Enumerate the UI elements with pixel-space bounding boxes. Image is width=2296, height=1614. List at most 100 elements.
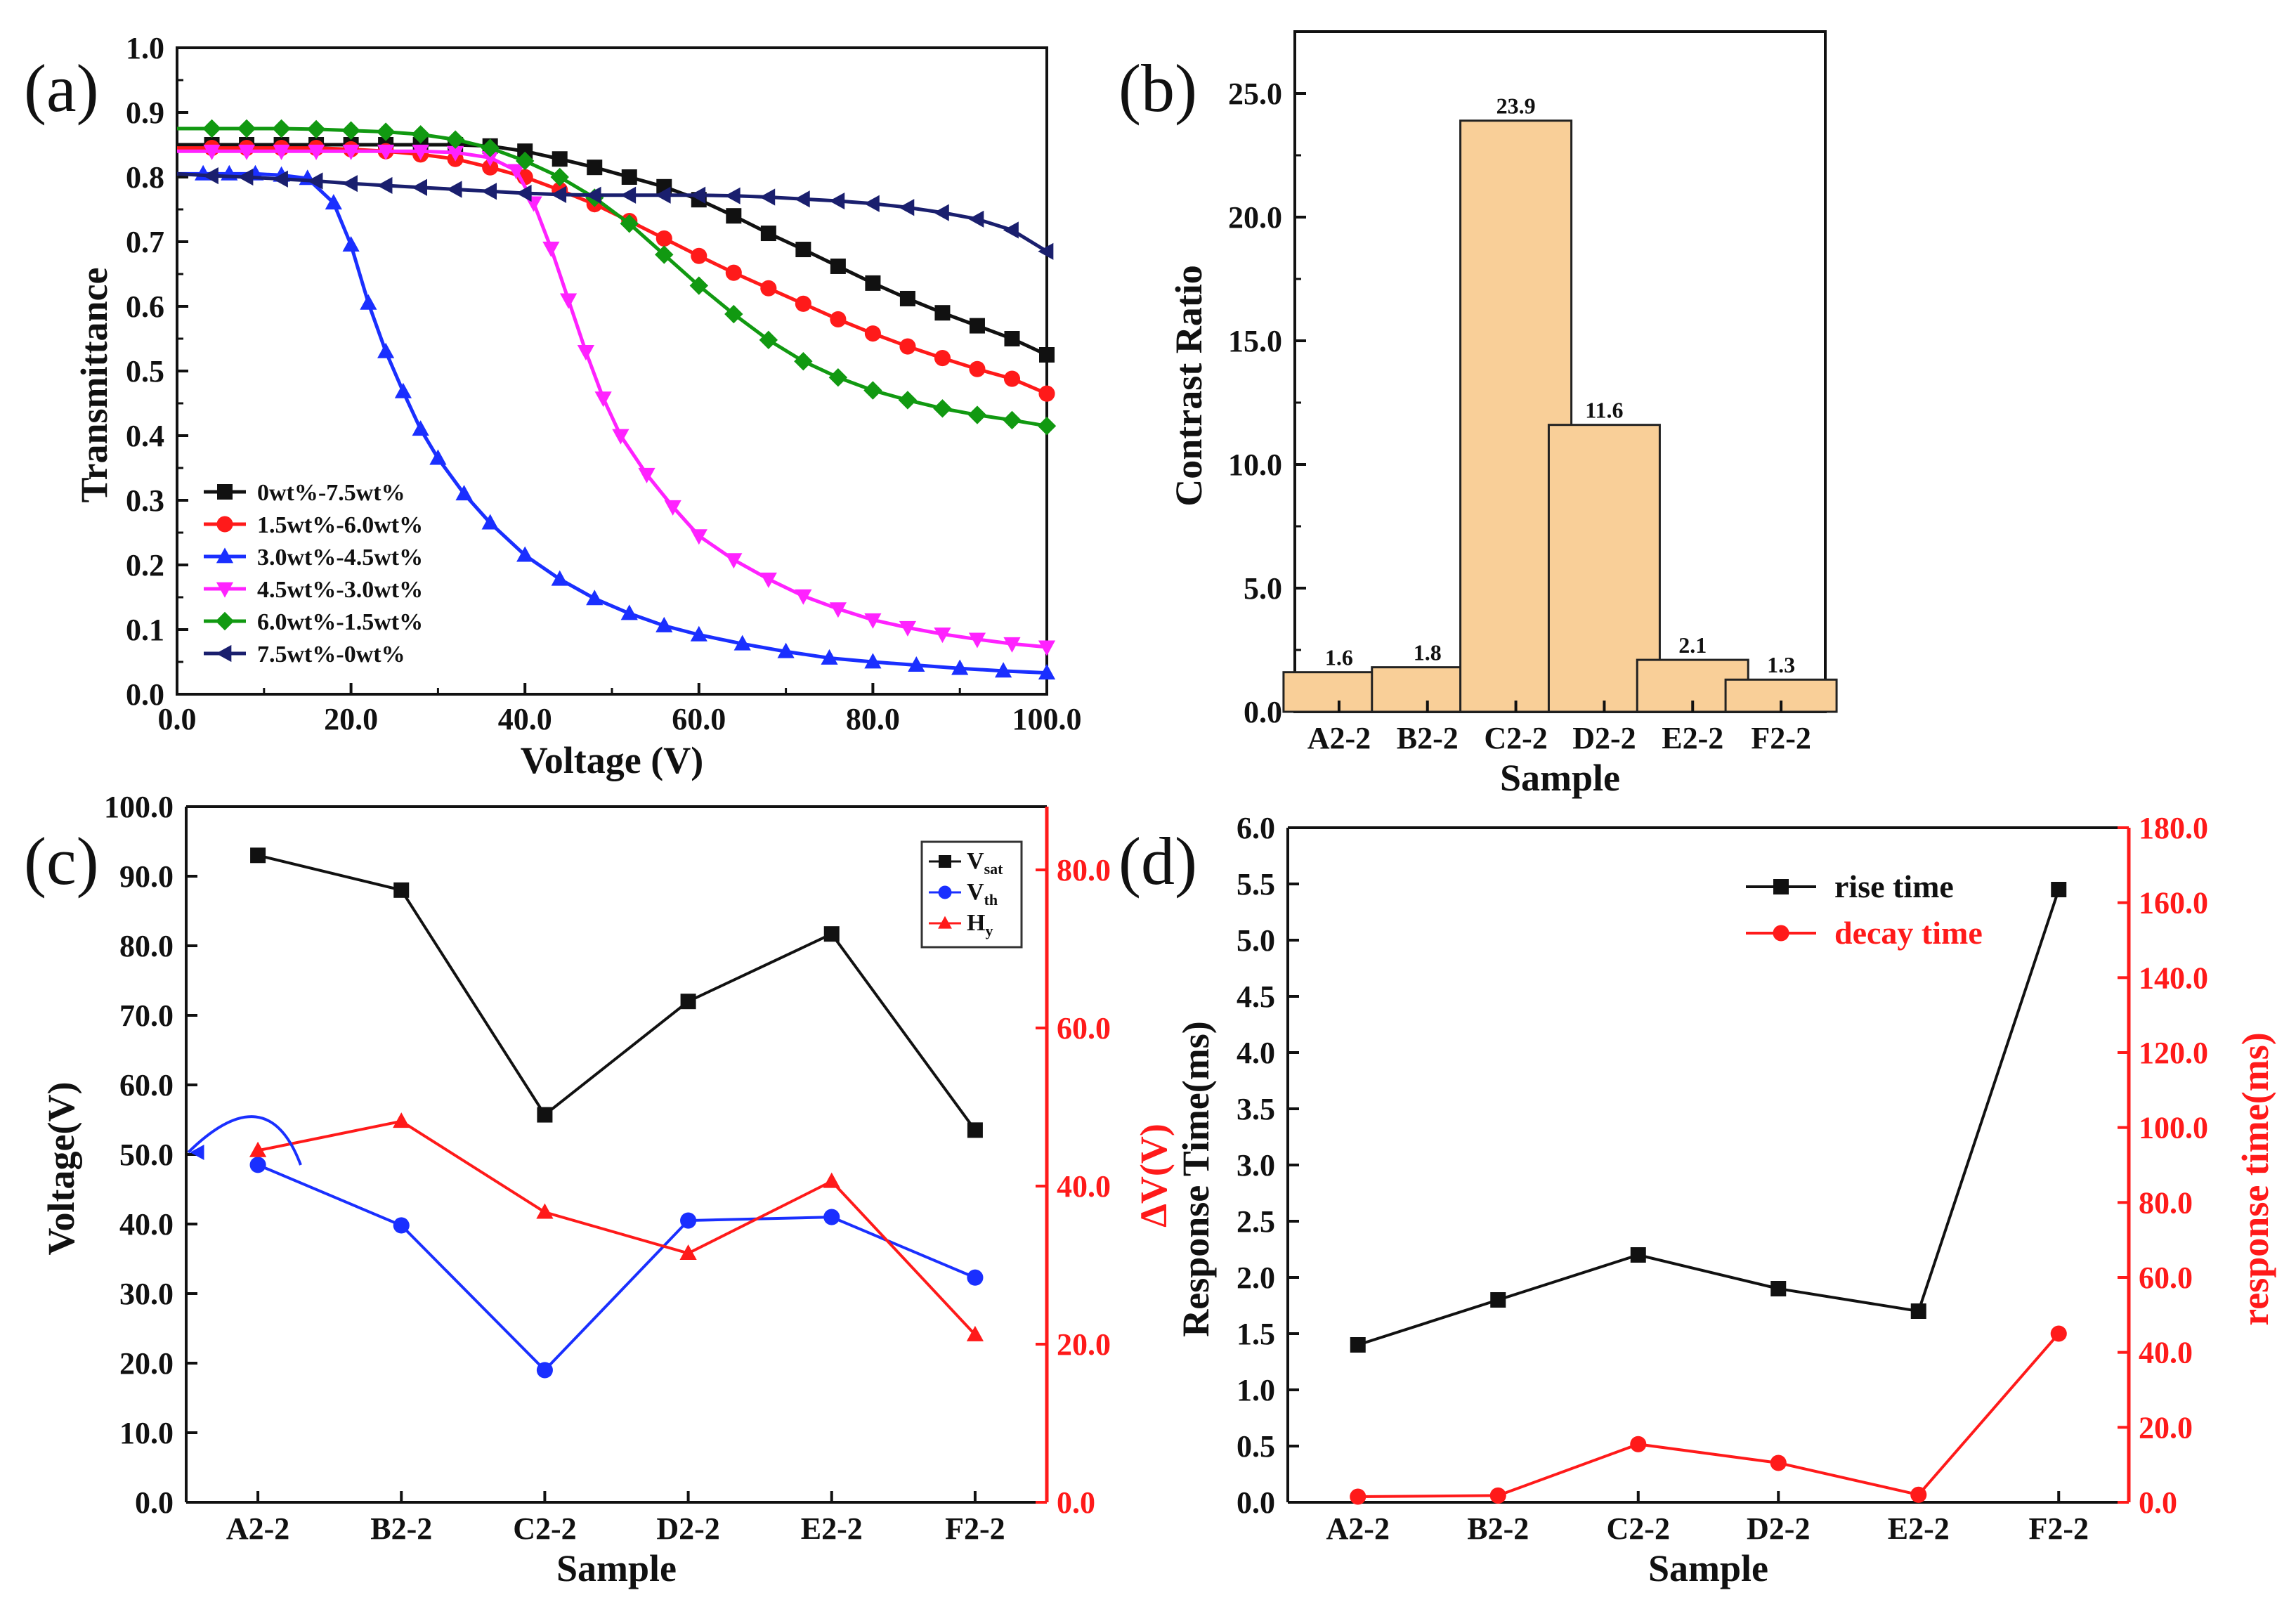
panel-b-x-tick-label-E2-2: E2-2 — [1662, 721, 1723, 755]
panel-a-point-0 — [899, 290, 915, 306]
panel-a-point-2 — [777, 642, 795, 658]
panel-d-y-tick-label: 3.5 — [1237, 1092, 1275, 1126]
panel-a-point-4 — [689, 276, 708, 295]
panel-b-bar-value-D2-2: 11.6 — [1585, 398, 1623, 423]
panel-a-point-2 — [690, 625, 707, 642]
panel-a-point-2 — [412, 420, 429, 436]
panel-a-point-1 — [1003, 370, 1021, 387]
panel-d-y-tick-label: 4.0 — [1237, 1036, 1275, 1070]
panel-c-point-1 — [536, 1362, 553, 1379]
panel-a-point-5 — [794, 190, 810, 208]
panel-d-point-1 — [1770, 1454, 1787, 1471]
panel-a-point-4 — [1003, 410, 1022, 430]
panel-b-x-tick-label-F2-2: F2-2 — [1751, 721, 1811, 755]
panel-c-point-2 — [393, 1112, 410, 1128]
panel-a-y-tick-label: 0.5 — [126, 354, 164, 389]
panel-a-point-4 — [933, 399, 952, 418]
panel-c-y-tick-label: 10.0 — [119, 1416, 174, 1450]
panel-b-x-tick-label-C2-2: C2-2 — [1484, 721, 1547, 755]
panel-c-legend-marker-2 — [938, 916, 952, 929]
panel-a-point-3 — [1003, 637, 1021, 653]
panel-a-y-axis-title: Transmittance — [73, 268, 115, 503]
panel-b-label: (b) — [1118, 51, 1197, 126]
panel-a-y-tick-label: 0.2 — [126, 548, 164, 583]
panel-a-point-3 — [934, 627, 951, 644]
panel-a-point-1 — [655, 230, 672, 247]
panel-a-point-3 — [507, 164, 525, 180]
panel-d-point-1 — [2050, 1325, 2067, 1342]
panel-a-point-2 — [620, 604, 638, 620]
panel-c-y2-axis-title: ΔV(V) — [1133, 1124, 1175, 1228]
panel-a-point-2 — [995, 662, 1012, 678]
panel-a-point-4 — [620, 214, 639, 233]
panel-a-y-tick-label: 0.1 — [126, 613, 164, 647]
panel-d-y-tick-label: 1.0 — [1237, 1373, 1275, 1407]
panel-d-y-tick-label: 5.0 — [1237, 923, 1275, 958]
panel-c-y-axis-title: Voltage(V) — [40, 1082, 82, 1256]
panel-a-point-5 — [516, 184, 532, 202]
panel-d: (d) Sample Response Time(ms) response ti… — [1118, 811, 2276, 1589]
panel-a-point-3 — [203, 144, 221, 160]
panel-a-point-3 — [829, 602, 847, 618]
panel-a-point-2 — [551, 570, 568, 586]
panel-a: (a) Voltage (V) Transmittance 0.0 0.1 0.2 0… — [24, 31, 1082, 781]
panel-a-point-2 — [481, 514, 499, 530]
panel-b-bar-value-B2-2: 1.8 — [1414, 640, 1442, 665]
panel-a-point-4 — [724, 304, 743, 324]
panel-d-y2-tick-label: 160.0 — [2139, 886, 2208, 920]
panel-a-point-3 — [968, 632, 986, 649]
panel-c-y-tick-label: 100.0 — [104, 790, 174, 824]
panel-d-y-tick-label: 1.5 — [1237, 1317, 1275, 1351]
panel-d-label: (d) — [1118, 824, 1197, 899]
panel-a-point-3 — [273, 144, 290, 160]
panel-c-y-tick-label: 80.0 — [119, 929, 174, 963]
panel-a-point-5 — [341, 175, 358, 193]
panel-c-point-1 — [823, 1209, 840, 1225]
panel-a-point-0 — [621, 169, 637, 185]
panel-a-point-2 — [655, 616, 673, 632]
panel-a-point-4 — [863, 381, 882, 400]
panel-a-point-1 — [830, 311, 847, 327]
panel-a-point-3 — [412, 144, 429, 160]
panel-a-point-0 — [830, 258, 846, 274]
panel-c-label: (c) — [24, 824, 99, 899]
panel-a-point-5 — [446, 181, 462, 198]
panel-d-y2-tick-label: 0.0 — [2139, 1485, 2177, 1520]
panel-a-point-4 — [550, 167, 569, 187]
panel-a-point-2 — [821, 649, 838, 665]
panel-c-legend-marker-0 — [939, 855, 951, 868]
panel-a-point-2 — [429, 449, 447, 465]
panel-a-x-axis-title: Voltage (V) — [521, 739, 703, 781]
panel-a-point-4 — [445, 130, 465, 149]
panel-a-point-4 — [272, 119, 291, 138]
panel-c-y2-tick-label: 60.0 — [1057, 1011, 1111, 1046]
panel-a-point-3 — [899, 620, 917, 637]
panel-c-point-2 — [823, 1172, 840, 1188]
panel-a-y-tick-label: 0.8 — [126, 160, 164, 195]
panel-a-point-0 — [517, 143, 533, 160]
panel-a-x-tick-label: 0.0 — [158, 702, 197, 736]
panel-a-y-tick-label: 0.9 — [126, 96, 164, 130]
panel-b-bar-value-E2-2: 2.1 — [1678, 632, 1707, 658]
panel-d-x-tick-label-C2-2: C2-2 — [1607, 1511, 1670, 1546]
panel-d-y-tick-label: 0.0 — [1237, 1485, 1275, 1520]
panel-b-y-tick-label: 15.0 — [1228, 324, 1282, 358]
panel-d-x-tick-label-A2-2: A2-2 — [1326, 1511, 1390, 1546]
panel-c-point-0 — [823, 926, 840, 942]
panel-c-y-tick-label: 50.0 — [119, 1138, 174, 1172]
panel-a-point-5 — [585, 186, 601, 204]
panel-a-series-line-3 — [177, 149, 1048, 649]
panel-b-x-tick-label-A2-2: A2-2 — [1307, 721, 1371, 755]
panel-c: (c) Sample Voltage(V) ΔV(V) 0.0 10.0 20.0 3… — [24, 790, 1175, 1589]
panel-c-point-1 — [680, 1212, 697, 1229]
panel-a-point-5 — [307, 172, 323, 190]
panel-a-point-2 — [394, 382, 412, 398]
panel-a-point-2 — [455, 485, 473, 501]
panel-a-point-2 — [864, 653, 882, 669]
panel-a-x-tick-label: 80.0 — [846, 702, 900, 736]
panel-a-point-4 — [376, 122, 396, 141]
panel-a-point-3 — [237, 144, 256, 160]
panel-a-point-0 — [934, 305, 951, 321]
panel-d-y2-axis-title: response time(ms) — [2234, 1032, 2276, 1325]
panel-a-legend-marker-1 — [216, 516, 233, 533]
